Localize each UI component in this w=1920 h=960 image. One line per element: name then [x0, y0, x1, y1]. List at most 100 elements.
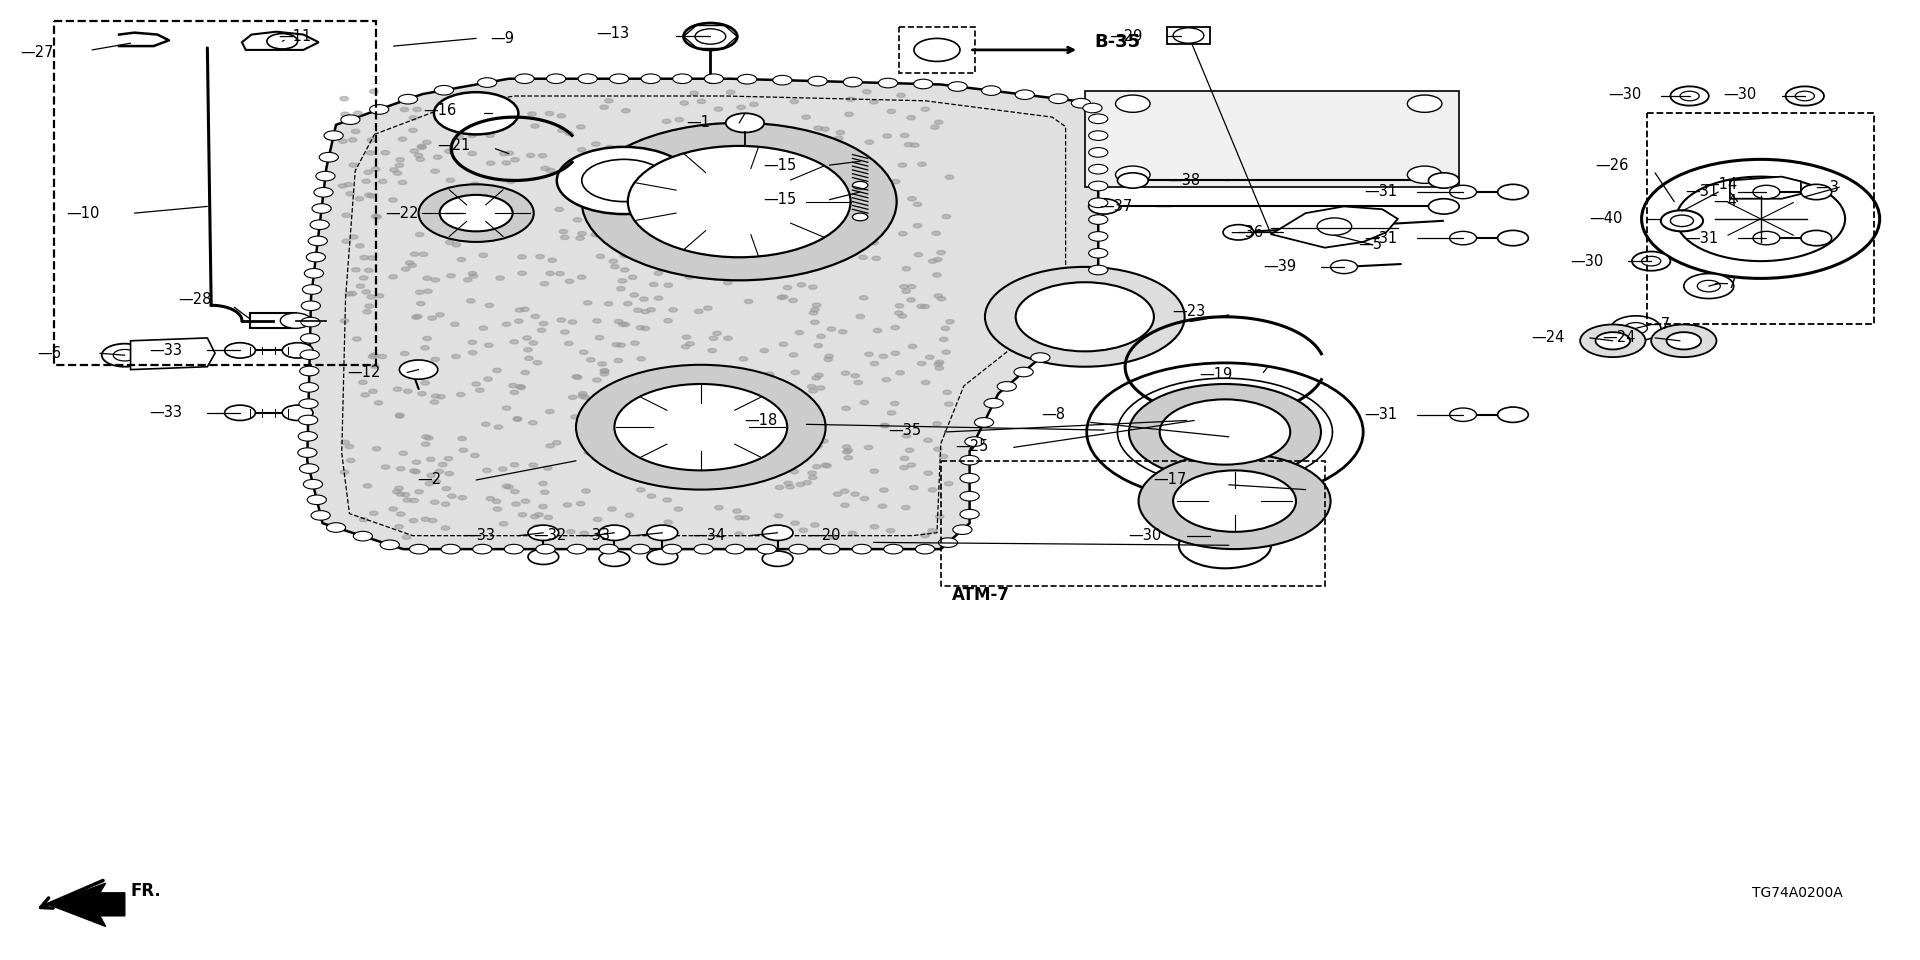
Circle shape	[442, 502, 449, 506]
Circle shape	[420, 381, 430, 385]
Circle shape	[887, 411, 897, 415]
Circle shape	[803, 445, 810, 450]
Circle shape	[342, 239, 351, 244]
Circle shape	[764, 228, 772, 232]
Circle shape	[1498, 407, 1528, 422]
Text: —37: —37	[1100, 199, 1133, 214]
Circle shape	[367, 295, 376, 299]
Circle shape	[557, 114, 566, 118]
Circle shape	[417, 157, 424, 161]
Circle shape	[705, 74, 724, 84]
Circle shape	[543, 466, 551, 470]
Circle shape	[430, 169, 440, 174]
Circle shape	[637, 488, 645, 492]
Text: —28: —28	[179, 292, 211, 307]
Circle shape	[319, 153, 338, 162]
Circle shape	[897, 371, 904, 375]
Circle shape	[647, 307, 655, 312]
Circle shape	[397, 467, 405, 470]
Text: —19: —19	[1200, 367, 1233, 382]
Circle shape	[922, 534, 929, 538]
Circle shape	[826, 354, 833, 358]
Circle shape	[1580, 324, 1645, 357]
Circle shape	[697, 99, 707, 104]
Circle shape	[582, 159, 666, 202]
Circle shape	[701, 388, 710, 392]
Circle shape	[511, 225, 518, 228]
Circle shape	[791, 100, 799, 104]
Circle shape	[1498, 230, 1528, 246]
Circle shape	[945, 402, 952, 406]
Circle shape	[952, 525, 972, 535]
Circle shape	[515, 74, 534, 84]
Circle shape	[860, 296, 868, 300]
Circle shape	[868, 175, 877, 180]
Circle shape	[816, 386, 826, 390]
Circle shape	[634, 308, 641, 312]
Circle shape	[543, 516, 553, 519]
Circle shape	[1089, 265, 1108, 275]
Circle shape	[632, 544, 651, 554]
Bar	[54, 21, 376, 365]
Text: —22: —22	[386, 205, 419, 221]
Circle shape	[300, 367, 319, 375]
Circle shape	[637, 141, 647, 145]
Circle shape	[674, 507, 682, 512]
Circle shape	[636, 325, 645, 330]
Circle shape	[680, 410, 687, 415]
Circle shape	[841, 490, 849, 493]
Circle shape	[914, 224, 922, 228]
Circle shape	[877, 504, 887, 508]
Circle shape	[1786, 86, 1824, 106]
Circle shape	[791, 371, 799, 374]
Circle shape	[714, 107, 722, 111]
Circle shape	[676, 117, 684, 122]
Polygon shape	[242, 32, 319, 50]
Circle shape	[618, 278, 626, 283]
Circle shape	[716, 472, 724, 476]
Circle shape	[764, 378, 774, 382]
Circle shape	[363, 290, 371, 294]
Text: ATM-7: ATM-7	[952, 587, 1010, 604]
Circle shape	[739, 357, 747, 361]
Circle shape	[315, 187, 334, 197]
Circle shape	[791, 521, 799, 525]
Circle shape	[933, 294, 943, 298]
Circle shape	[851, 373, 860, 378]
Circle shape	[770, 166, 778, 171]
Circle shape	[363, 180, 371, 183]
Circle shape	[741, 271, 751, 275]
Circle shape	[1087, 363, 1363, 501]
Circle shape	[349, 235, 357, 239]
Circle shape	[300, 399, 319, 409]
Circle shape	[854, 380, 862, 385]
Circle shape	[113, 349, 136, 361]
Circle shape	[789, 352, 799, 357]
Circle shape	[737, 106, 745, 109]
Circle shape	[760, 348, 768, 352]
Circle shape	[612, 343, 620, 347]
Circle shape	[603, 461, 612, 465]
Circle shape	[541, 491, 549, 494]
Circle shape	[493, 507, 501, 511]
Circle shape	[908, 197, 916, 201]
Circle shape	[315, 171, 336, 180]
Circle shape	[371, 214, 380, 219]
Circle shape	[501, 160, 511, 165]
Circle shape	[614, 320, 622, 324]
Circle shape	[695, 230, 705, 235]
Circle shape	[396, 413, 403, 418]
Circle shape	[947, 320, 954, 324]
Circle shape	[503, 484, 511, 489]
Text: —24: —24	[1603, 330, 1636, 346]
Circle shape	[374, 400, 382, 405]
Circle shape	[338, 184, 348, 188]
Circle shape	[812, 303, 822, 307]
Circle shape	[643, 396, 651, 399]
Circle shape	[611, 265, 618, 269]
Circle shape	[599, 525, 630, 540]
Circle shape	[407, 99, 417, 103]
Circle shape	[630, 293, 639, 297]
Circle shape	[866, 140, 874, 144]
Circle shape	[933, 421, 941, 426]
